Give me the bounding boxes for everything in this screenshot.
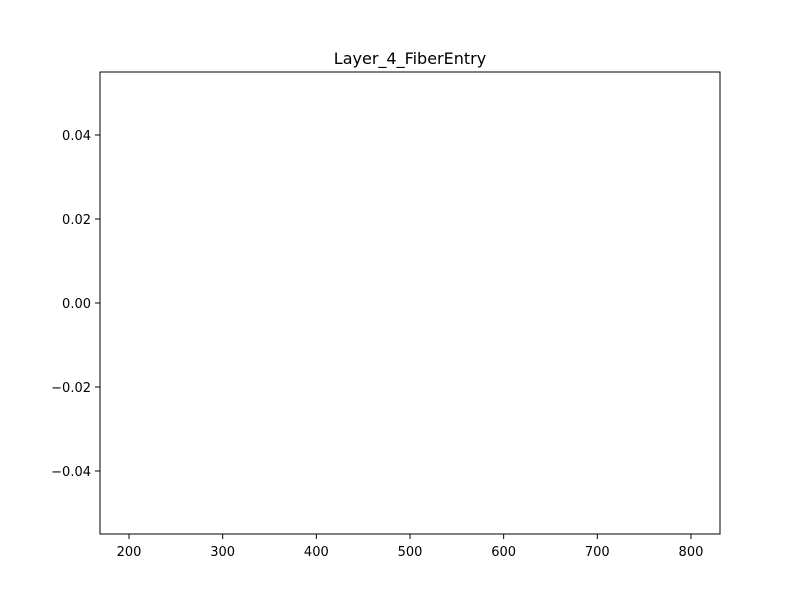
y-tick-label: 0.04 xyxy=(62,129,91,144)
y-tick-label: 0.00 xyxy=(62,297,91,312)
x-tick-label: 800 xyxy=(679,545,704,560)
y-tick-label: 0.02 xyxy=(62,213,91,228)
x-tick-label: 500 xyxy=(398,545,423,560)
x-tick-label: 600 xyxy=(491,545,516,560)
x-tick-label: 300 xyxy=(210,545,235,560)
plot-area: 200 300 400 500 600 700 800 −0.04 −0.02 0.00 0.02 0… xyxy=(51,71,721,560)
x-tick-label: 400 xyxy=(304,545,329,560)
x-tick-label: 200 xyxy=(117,545,142,560)
chart-title: Layer_4_FiberEntry xyxy=(334,49,486,69)
x-tick-label: 700 xyxy=(585,545,610,560)
y-tick-label: −0.02 xyxy=(51,381,91,396)
y-tick-label: −0.04 xyxy=(51,465,91,480)
